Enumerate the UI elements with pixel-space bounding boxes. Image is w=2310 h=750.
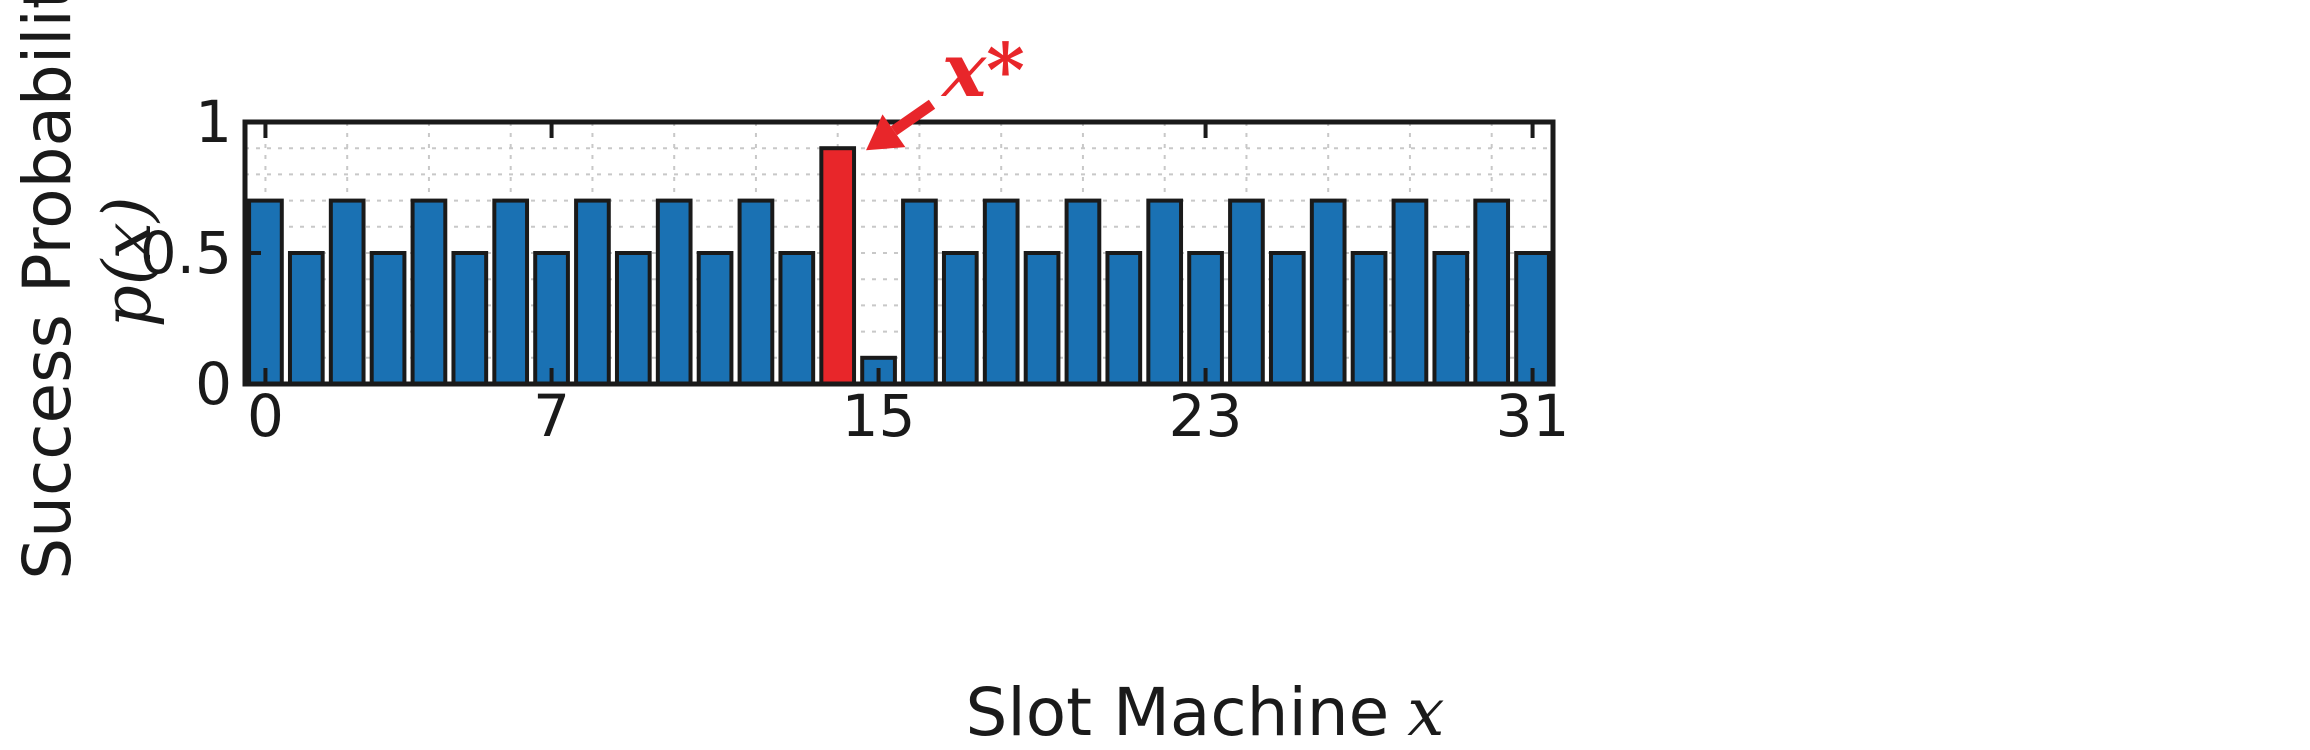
annotation-arrow-head bbox=[866, 114, 906, 151]
x-tick-label: 7 bbox=[533, 382, 570, 450]
bar bbox=[941, 251, 979, 386]
bar bbox=[1309, 198, 1347, 386]
bar bbox=[1064, 198, 1102, 386]
bar bbox=[696, 251, 734, 386]
bar bbox=[533, 251, 570, 386]
bar bbox=[614, 251, 652, 386]
bar bbox=[247, 198, 284, 386]
bar bbox=[451, 251, 489, 386]
bar bbox=[1268, 251, 1306, 386]
bar bbox=[1514, 251, 1551, 386]
y-axis-label-line2: p(x) bbox=[89, 197, 166, 328]
x-tick-label: 15 bbox=[842, 382, 916, 450]
bar bbox=[369, 251, 407, 386]
annotation-arrow-shaft bbox=[890, 99, 936, 136]
x-axis-title: Slot Machine x bbox=[966, 674, 1445, 750]
bar bbox=[1105, 251, 1143, 386]
optimal-annotation: x* bbox=[866, 28, 1025, 151]
bar bbox=[1023, 251, 1061, 386]
bar bbox=[1350, 251, 1388, 386]
bar bbox=[655, 198, 693, 386]
bar bbox=[574, 198, 611, 386]
x-tick-label: 23 bbox=[1169, 382, 1243, 450]
bar bbox=[492, 198, 530, 386]
bars bbox=[247, 146, 1551, 386]
bar-highlighted bbox=[819, 146, 857, 386]
bar bbox=[737, 198, 775, 386]
x-tick-label: 0 bbox=[247, 382, 284, 450]
bar bbox=[1432, 251, 1470, 386]
bar bbox=[1187, 251, 1224, 386]
y-axis-label-line1: Success Probability bbox=[9, 0, 86, 580]
axis-ticks bbox=[245, 120, 1553, 386]
y-axis-title: Success Probability bbox=[9, 0, 86, 580]
bar bbox=[328, 198, 366, 386]
x-axis-label-text: Slot Machine bbox=[966, 674, 1390, 750]
bar bbox=[982, 198, 1020, 386]
x-axis-variable: x bbox=[1407, 674, 1444, 750]
bar bbox=[1228, 198, 1265, 386]
y-tick-label: 0.5 bbox=[140, 219, 232, 287]
bar bbox=[778, 251, 816, 386]
bar bbox=[410, 198, 448, 386]
bar bbox=[1391, 198, 1429, 386]
y-tick-label: 0 bbox=[195, 350, 232, 418]
y-tick-label: 1 bbox=[195, 88, 232, 156]
bar bbox=[287, 251, 325, 386]
annotation-label: x* bbox=[940, 28, 1025, 114]
y-tick-labels: 00.51 bbox=[140, 88, 232, 418]
x-tick-labels: 0 7 15 23 31 bbox=[247, 382, 1569, 450]
y-axis-variable-group: p(x) bbox=[89, 197, 166, 328]
bar bbox=[1146, 198, 1184, 386]
x-tick-label: 31 bbox=[1496, 382, 1570, 450]
bar bbox=[901, 198, 938, 386]
bar bbox=[1473, 198, 1511, 386]
